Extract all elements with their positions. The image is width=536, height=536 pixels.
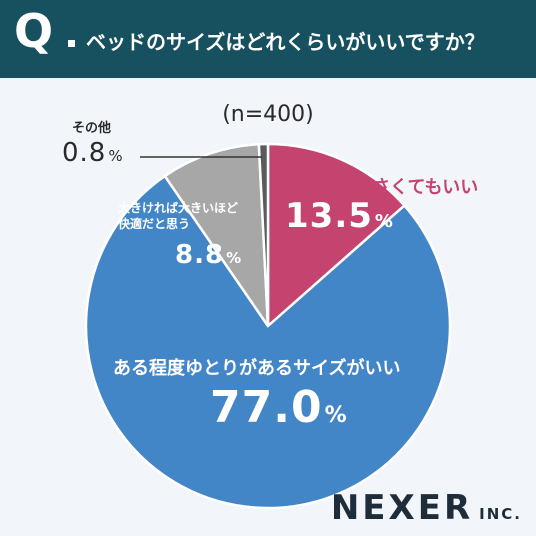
brand-name: NEXER xyxy=(330,488,474,528)
slice-value-other-num: 0.8 xyxy=(62,138,107,168)
slice-value-bigger-better-num: 8.8 xyxy=(175,240,225,270)
slice-label-spacious-text: ある程度ゆとりがあるサイズがいい xyxy=(113,358,401,379)
pie-slice-bigger-better xyxy=(163,142,270,328)
pie-slice-spacious xyxy=(84,174,452,510)
slice-value-spacious: 77.0% xyxy=(210,382,347,433)
slice-value-other-unit: % xyxy=(108,147,123,165)
slice-value-bigger-better-unit: % xyxy=(226,249,242,267)
pie-slice-other xyxy=(257,142,270,328)
slice-value-spacious-num: 77.0 xyxy=(210,382,323,433)
slice-value-other: 0.8% xyxy=(62,138,123,168)
slice-label-bigger-better-line2: 快適だと思う xyxy=(118,217,191,231)
q-dot xyxy=(68,40,75,47)
q-mark: Q xyxy=(14,4,54,58)
slice-value-small-ok-unit: % xyxy=(374,211,393,232)
slice-label-small-ok: 寝れれば小さくてもいい xyxy=(282,173,478,199)
slice-label-bigger-better: 大きければ大きいほど 快適だと思う xyxy=(118,200,238,232)
brand-logo: NEXER INC. xyxy=(331,488,522,528)
brand-suffix: INC. xyxy=(479,505,522,523)
slice-label-bigger-better-line1: 大きければ大きいほど xyxy=(118,201,239,215)
slice-label-other: その他 xyxy=(72,117,111,136)
question-text: ベッドのサイズはどれくらいがいいですか？ xyxy=(86,30,485,54)
question-header: Q ベッドのサイズはどれくらいがいいですか？ xyxy=(0,0,536,78)
slice-value-small-ok: 13.5% xyxy=(285,196,393,236)
slice-value-spacious-unit: % xyxy=(324,403,347,428)
pie-slice-small-ok xyxy=(266,142,406,328)
slice-label-other-text: その他 xyxy=(72,121,112,136)
slice-label-small-ok-text: 寝れれば小さくてもいい xyxy=(282,177,479,198)
slice-value-bigger-better: 8.8% xyxy=(175,240,241,270)
sample-size: (n=400) xyxy=(222,102,314,127)
slice-value-small-ok-num: 13.5 xyxy=(285,196,373,236)
pie-slices xyxy=(84,142,452,510)
slice-label-spacious: ある程度ゆとりがあるサイズがいい xyxy=(113,354,400,380)
